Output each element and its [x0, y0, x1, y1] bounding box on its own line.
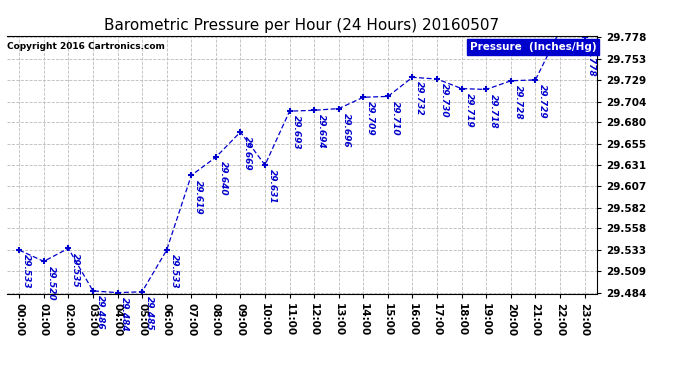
Text: 29.485: 29.485	[145, 296, 154, 330]
Text: 29.730: 29.730	[440, 83, 449, 118]
Text: 29.728: 29.728	[513, 85, 522, 120]
Text: 29.696: 29.696	[342, 113, 351, 147]
Text: 29.631: 29.631	[268, 169, 277, 204]
Text: Pressure  (Inches/Hg): Pressure (Inches/Hg)	[470, 42, 596, 52]
Text: 29.732: 29.732	[415, 81, 424, 116]
Text: 29.533: 29.533	[170, 254, 179, 289]
Title: Barometric Pressure per Hour (24 Hours) 20160507: Barometric Pressure per Hour (24 Hours) …	[104, 18, 500, 33]
Text: 29.640: 29.640	[219, 161, 228, 196]
Text: 29.718: 29.718	[489, 94, 498, 128]
Text: 29.710: 29.710	[391, 100, 400, 135]
Text: 29.535: 29.535	[71, 252, 80, 287]
Text: 29.719: 29.719	[464, 93, 473, 128]
Text: 29.486: 29.486	[96, 295, 105, 330]
Text: 29.520: 29.520	[46, 266, 56, 300]
Text: 29.778: 29.778	[587, 42, 596, 76]
Text: 29.693: 29.693	[293, 116, 302, 150]
Text: 29.694: 29.694	[317, 114, 326, 149]
Text: 29.619: 29.619	[194, 180, 203, 214]
Text: 29.669: 29.669	[243, 136, 253, 171]
Text: 29.786: 29.786	[0, 374, 1, 375]
Text: 29.533: 29.533	[22, 254, 31, 289]
Text: 29.729: 29.729	[538, 84, 547, 119]
Text: 29.709: 29.709	[366, 102, 375, 136]
Text: Copyright 2016 Cartronics.com: Copyright 2016 Cartronics.com	[8, 42, 166, 51]
Text: 29.484: 29.484	[120, 297, 129, 332]
